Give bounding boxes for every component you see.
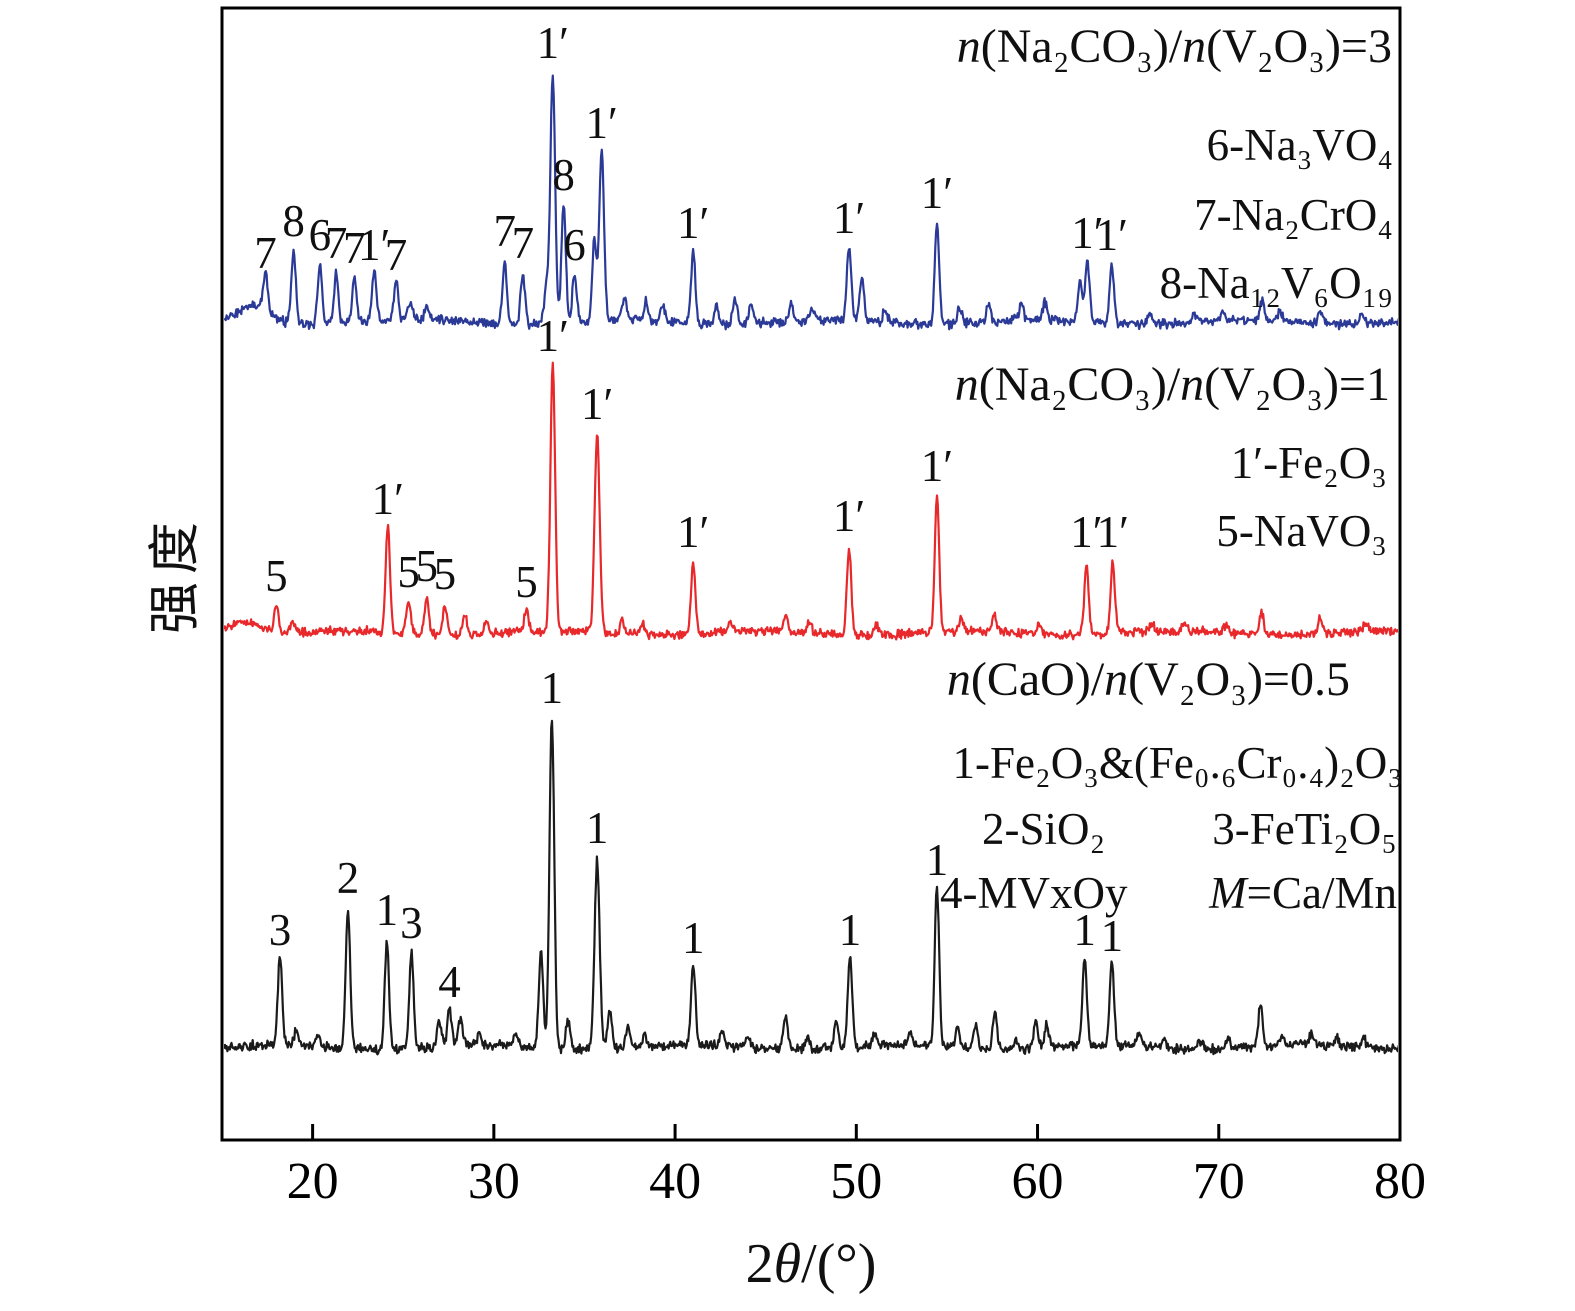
legend-1prime: 1′-Fe₂O₃: [1230, 438, 1387, 488]
peak-label-na2co3-ratio1: 5: [397, 547, 420, 597]
trace-cao-ratio05: [224, 719, 1398, 1056]
ratio-label-na1: n(Na₂CO₃)/n(V₂O₃)=1: [954, 358, 1390, 411]
peak-label-na2co3-ratio1: 5: [265, 551, 288, 601]
legend-2: 2-SiO₂: [982, 804, 1106, 854]
peak-label-cao-ratio05: 1: [1101, 911, 1124, 961]
trace-na2co3-ratio3: [224, 74, 1398, 331]
peak-label-cao-ratio05: 1: [586, 803, 609, 853]
legend-1: 1-Fe₂O₃&(Fe₀.₆Cr₀.₄)₂O₃: [952, 738, 1403, 788]
trace-na2co3-ratio1: [224, 361, 1398, 641]
peak-label-cao-ratio05: 1: [926, 835, 949, 885]
peak-label-cao-ratio05: 3: [269, 905, 292, 955]
peak-label-na2co3-ratio3: 7: [512, 218, 535, 268]
peak-label-na2co3-ratio3: 1′: [1096, 210, 1128, 260]
peak-label-na2co3-ratio1: 1′: [677, 507, 709, 557]
peak-label-na2co3-ratio1: 1′: [537, 311, 569, 361]
peak-label-cao-ratio05: 1: [682, 913, 705, 963]
peak-label-na2co3-ratio3: 7: [493, 206, 516, 256]
peak-label-cao-ratio05: 1: [376, 885, 399, 935]
y-axis-label: 强度: [147, 513, 205, 635]
peak-label-cao-ratio05: 2: [337, 853, 360, 903]
peak-label-na2co3-ratio3: 1′: [537, 18, 569, 68]
axis-box: [220, 6, 1402, 1142]
peak-label-na2co3-ratio3: 8: [552, 150, 575, 200]
peak-label-na2co3-ratio3: 1′: [921, 168, 953, 218]
peak-label-na2co3-ratio1: 1′: [372, 474, 404, 524]
peak-label-na2co3-ratio3: 1′: [1071, 208, 1103, 258]
peak-label-na2co3-ratio1: 5: [515, 557, 538, 607]
peak-label-na2co3-ratio3: 7: [385, 230, 408, 280]
legend-m: M=Ca/Mn: [1209, 868, 1397, 918]
legend-8: 8-Na₁₂V₆O₁₉: [1159, 258, 1393, 308]
peak-label-na2co3-ratio3: 7: [325, 218, 348, 268]
peak-label-na2co3-ratio1: 1′: [1097, 507, 1129, 557]
legend-7: 7-Na₂CrO₄: [1194, 190, 1393, 240]
x-axis-label: 2θ/(°): [745, 1233, 877, 1295]
peak-label-na2co3-ratio3: 6: [563, 220, 586, 270]
peak-label-na2co3-ratio3: 1′: [358, 220, 390, 270]
legend-5: 5-NaVO₃: [1216, 506, 1387, 556]
x-tick-label: 40: [649, 1153, 701, 1210]
peak-label-na2co3-ratio1: 1′: [833, 491, 865, 541]
x-tick-label: 50: [830, 1153, 882, 1210]
peak-label-na2co3-ratio3: 1′: [833, 193, 865, 243]
legend-6: 6-Na₃VO₄: [1206, 120, 1393, 170]
x-tick-label: 70: [1193, 1153, 1245, 1210]
x-tick-label: 20: [287, 1153, 339, 1210]
peak-label-na2co3-ratio1: 1′: [581, 379, 613, 429]
peak-label-na2co3-ratio1: 5: [434, 549, 457, 599]
x-tick-label: 30: [468, 1153, 520, 1210]
legend-3: 3-FeTi₂O₅: [1212, 804, 1397, 854]
peak-label-na2co3-ratio3: 1′: [586, 98, 618, 148]
peak-label-cao-ratio05: 1: [839, 905, 862, 955]
peak-label-cao-ratio05: 4: [438, 957, 461, 1007]
ratio-label-na3: n(Na₂CO₃)/n(V₂O₃)=3: [956, 20, 1392, 73]
peak-label-na2co3-ratio3: 7: [254, 228, 277, 278]
ratio-label-cao: n(CaO)/n(V₂O₃)=0.5: [946, 653, 1350, 706]
peak-label-cao-ratio05: 3: [400, 898, 423, 948]
legend-4: 4-MVxOy: [940, 868, 1128, 918]
peak-label-cao-ratio05: 1: [541, 663, 564, 713]
peak-label-na2co3-ratio3: 6: [309, 210, 332, 260]
peak-label-na2co3-ratio3: 8: [282, 196, 305, 246]
x-tick-label: 60: [1012, 1153, 1064, 1210]
peak-label-cao-ratio05: 1: [1073, 905, 1096, 955]
x-tick-label: 80: [1374, 1153, 1426, 1210]
peak-label-na2co3-ratio1: 5: [416, 541, 439, 591]
peak-label-na2co3-ratio3: 1′: [677, 198, 709, 248]
peak-label-na2co3-ratio1: 1′: [921, 441, 953, 491]
peak-label-na2co3-ratio3: 7: [343, 223, 366, 273]
peak-label-na2co3-ratio1: 1′: [1070, 507, 1102, 557]
